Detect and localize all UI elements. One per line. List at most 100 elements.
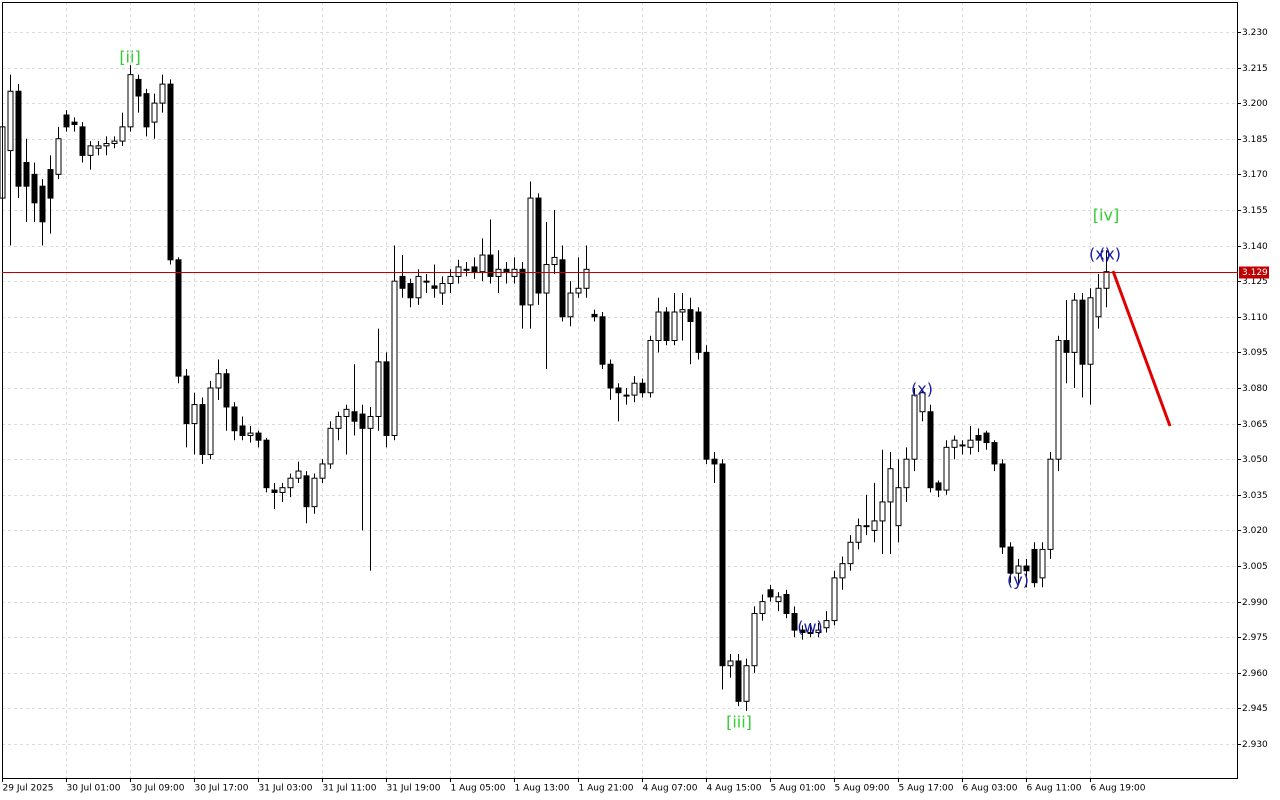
candle-body (351, 411, 358, 422)
wave-label: [ii] (119, 48, 140, 67)
candle-body (327, 427, 334, 465)
candle-body (543, 264, 550, 294)
candle-body (407, 283, 414, 299)
wave-label: (x) (1099, 245, 1121, 264)
candle-body (527, 197, 534, 306)
candle-body (807, 631, 814, 634)
candle-body (983, 432, 990, 444)
y-tick-label: 3.080 (1242, 384, 1268, 394)
candle-body (679, 309, 686, 313)
candle-body (7, 90, 14, 152)
candle-body (63, 114, 70, 128)
candle-body (231, 406, 238, 432)
y-tick-label: 2.960 (1242, 669, 1268, 679)
candle-body (783, 594, 790, 614)
candle-body (239, 425, 246, 436)
candle-body (303, 475, 310, 508)
wave-label: [iv] (1093, 206, 1119, 225)
candle-body (775, 596, 782, 603)
candle-body (1063, 340, 1070, 353)
x-tick-label: 5 Aug 09:00 (835, 784, 890, 794)
plot-border (2, 2, 1238, 779)
x-tick-label: 6 Aug 19:00 (1091, 784, 1146, 794)
x-tick-label: 29 Jul 2025 (3, 784, 54, 794)
candle-body (751, 612, 758, 667)
y-tick-label: 3.110 (1242, 313, 1268, 323)
candle-body (447, 275, 454, 285)
wave-label: (w) (797, 618, 823, 637)
candle-body (551, 256, 558, 266)
wave-label: (y) (1007, 571, 1029, 590)
candle-body (391, 280, 398, 436)
candle-body (463, 268, 470, 271)
candle-body (695, 311, 702, 353)
candle-body (471, 266, 478, 273)
candle-body (719, 463, 726, 667)
candle-body (1079, 299, 1086, 365)
candle-body (791, 612, 798, 631)
y-tick-label: 3.185 (1242, 135, 1268, 145)
candle-body (927, 411, 934, 489)
price-label-box (1239, 266, 1269, 279)
wave-label: [iii] (726, 713, 752, 732)
candle-body (895, 487, 902, 527)
candle-body (1095, 287, 1102, 318)
candle-body (815, 629, 822, 633)
candle-body (671, 311, 678, 342)
candle-body (1023, 565, 1030, 572)
candle-body (1071, 299, 1078, 353)
candle-body (175, 259, 182, 377)
x-tick-label: 5 Aug 17:00 (899, 784, 954, 794)
candle-body (103, 142, 110, 147)
candle-body (1007, 546, 1014, 574)
candle-body (943, 446, 950, 491)
candle-body (55, 138, 62, 175)
candle-body (335, 415, 342, 429)
candle-body (215, 373, 222, 389)
x-tick-label: 1 Aug 05:00 (451, 784, 506, 794)
candle-body (111, 140, 118, 144)
candle-body (271, 489, 278, 493)
x-tick-label: 4 Aug 07:00 (643, 784, 698, 794)
candle-body (247, 432, 254, 436)
candle-body (183, 375, 190, 425)
candle-body (575, 287, 582, 294)
y-tick-label: 3.020 (1242, 526, 1268, 536)
y-tick-label: 3.005 (1242, 562, 1268, 572)
x-tick-label: 30 Jul 01:00 (67, 784, 121, 794)
candle-body (375, 361, 382, 417)
candle-body (47, 169, 54, 199)
plot (0, 65, 1110, 711)
candle-body (359, 413, 366, 429)
y-tick-label: 3.050 (1242, 455, 1268, 465)
y-tick-label: 2.990 (1242, 598, 1268, 608)
y-tick-label: 3.035 (1242, 491, 1268, 501)
x-tick-label: 6 Aug 03:00 (963, 784, 1018, 794)
candle-body (311, 477, 318, 508)
candle-body (207, 387, 214, 455)
candle-body (15, 90, 22, 187)
candle-body (655, 311, 662, 342)
candle-body (199, 404, 206, 455)
candle-body (639, 382, 646, 394)
candle-body (31, 173, 38, 204)
candle-body (871, 520, 878, 531)
candle-body (735, 660, 742, 702)
candle-body (319, 463, 326, 479)
x-tick-label: 30 Jul 17:00 (195, 784, 249, 794)
candle-body (399, 275, 406, 289)
candle-body (1103, 271, 1110, 289)
candle-body (919, 392, 926, 413)
candle-body (991, 442, 998, 465)
candle-body (1039, 548, 1046, 579)
candle-body (799, 629, 806, 633)
candle-body (367, 415, 374, 429)
candle-body (911, 394, 918, 460)
candle-body (959, 444, 966, 447)
x-tick-label: 5 Aug 01:00 (771, 784, 826, 794)
candle-body (263, 439, 270, 489)
candle-body (847, 541, 854, 565)
candle-body (743, 665, 750, 702)
candle-body (615, 387, 622, 394)
